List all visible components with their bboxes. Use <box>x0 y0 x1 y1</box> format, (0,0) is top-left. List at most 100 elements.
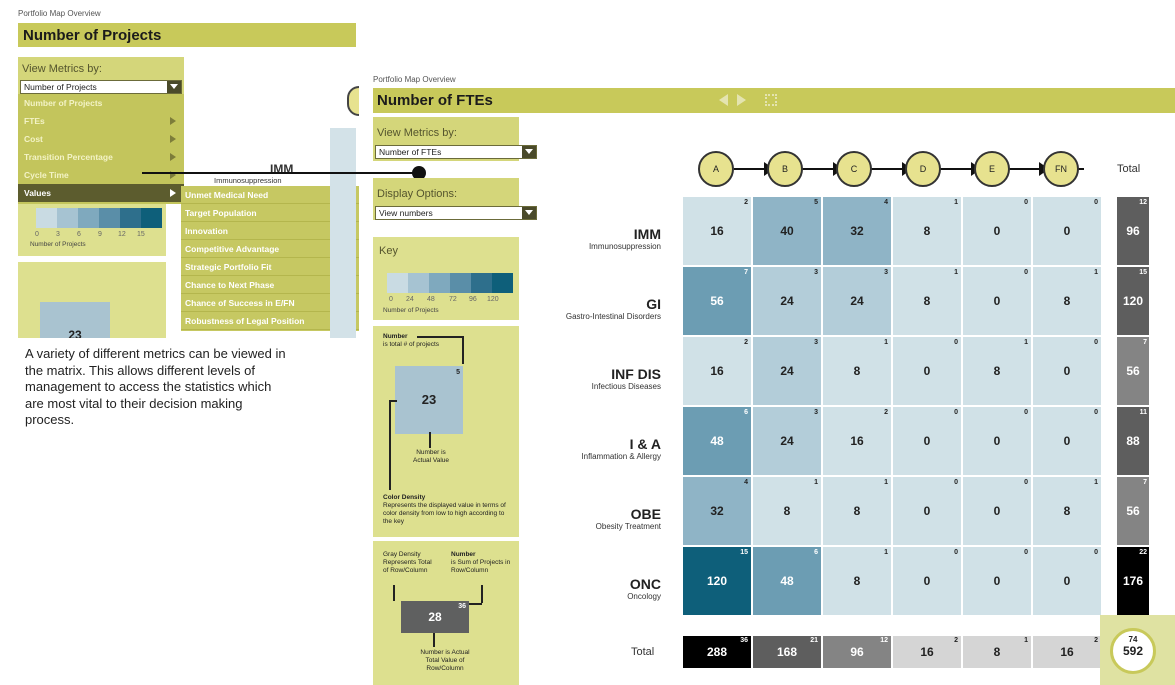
submenu-item-label: Chance of Success in E/FN <box>185 298 295 308</box>
menu-item-label: FTEs <box>24 116 45 126</box>
row-total-cell[interactable]: 120 15 <box>1117 267 1149 335</box>
column-total-cell[interactable]: 16 2 <box>893 636 961 668</box>
matrix-cell[interactable]: 48 6 <box>753 547 821 615</box>
row-total-count: 11 <box>1139 409 1147 416</box>
column-total-value: 96 <box>850 645 864 659</box>
row-total-value: 56 <box>1126 364 1140 378</box>
bottom-total-label: Total <box>631 646 655 658</box>
back-key-swatches <box>36 208 164 228</box>
cell-count: 0 <box>1024 269 1028 276</box>
matrix-cell[interactable]: 24 3 <box>823 267 891 335</box>
chevron-down-icon[interactable] <box>522 146 536 158</box>
row-total-count: 22 <box>1139 549 1147 556</box>
cell-count: 0 <box>1024 409 1028 416</box>
row-total-cell[interactable]: 96 12 <box>1117 197 1149 265</box>
display-options-value: View numbers <box>379 208 433 218</box>
matrix-cell[interactable]: 56 7 <box>683 267 751 335</box>
row-total-cell[interactable]: 56 7 <box>1117 477 1149 545</box>
matrix-cell[interactable]: 32 4 <box>823 197 891 265</box>
prev-icon[interactable] <box>719 94 728 106</box>
row-total-cell[interactable]: 176 22 <box>1117 547 1149 615</box>
cell-value: 16 <box>850 434 864 448</box>
matrix-cell[interactable]: 24 3 <box>753 407 821 475</box>
display-options-box: Display Options: View numbers <box>373 178 537 220</box>
front-metric-select[interactable]: Number of FTEs <box>375 145 537 159</box>
cell-count: 3 <box>814 269 818 276</box>
chevron-down-icon[interactable] <box>167 81 181 93</box>
cell-count: 0 <box>1094 409 1098 416</box>
column-total-value: 16 <box>920 645 934 659</box>
column-total-cell[interactable]: 168 21 <box>753 636 821 668</box>
row-label-i-a: I & A Inflammation & Allergy <box>461 436 661 461</box>
display-options-select[interactable]: View numbers <box>375 206 537 220</box>
menu-item-cost[interactable]: Cost <box>18 130 184 148</box>
menu-item-values[interactable]: Values <box>18 184 184 202</box>
legend-sample-value: 23 <box>421 392 437 407</box>
back-page-title: Number of Projects <box>23 27 162 44</box>
cell-value: 0 <box>993 574 1001 588</box>
cell-value: 16 <box>710 224 724 238</box>
matrix-cell[interactable]: 32 4 <box>683 477 751 545</box>
row-label-inf-dis: INF DIS Infectious Diseases <box>461 366 661 391</box>
legend-total-sample: 28 36 <box>401 601 469 633</box>
cell-value: 0 <box>993 224 1001 238</box>
column-total-cell[interactable]: 16 2 <box>1033 636 1101 668</box>
matrix-cell[interactable]: 48 6 <box>683 407 751 475</box>
cell-count: 1 <box>954 199 958 206</box>
row-total-cell[interactable]: 56 7 <box>1117 337 1149 405</box>
cell-count: 7 <box>744 269 748 276</box>
cell-count: 1 <box>814 479 818 486</box>
stage-fn: FN <box>1043 151 1079 187</box>
matrix-cell[interactable]: 16 2 <box>683 197 751 265</box>
row-total-value: 88 <box>1126 434 1140 448</box>
row-label-gi: GI Gastro-Intestinal Disorders <box>461 296 661 321</box>
column-total-cell[interactable]: 96 12 <box>823 636 891 668</box>
menu-item-transition-percentage[interactable]: Transition Percentage <box>18 148 184 166</box>
menu-item-number-of-projects[interactable]: Number of Projects <box>18 94 184 112</box>
matrix-cell[interactable]: 16 2 <box>683 337 751 405</box>
back-sample-cell: 23 <box>40 302 110 338</box>
back-metric-select[interactable]: Number of Projects <box>20 80 182 94</box>
cell-value: 56 <box>710 294 724 308</box>
chevron-down-icon[interactable] <box>522 207 536 219</box>
key-swatch <box>387 273 408 293</box>
matrix-cell[interactable]: 24 3 <box>753 337 821 405</box>
column-total-cell[interactable]: 288 36 <box>683 636 751 668</box>
matrix-cell[interactable]: 16 2 <box>823 407 891 475</box>
grid-icon[interactable] <box>765 94 777 106</box>
menu-item-cycle-time[interactable]: Cycle Time <box>18 166 184 184</box>
back-metric-select-value: Number of Projects <box>24 82 97 92</box>
submenu-item-label: Unmet Medical Need <box>185 190 269 200</box>
row-total-cell[interactable]: 88 11 <box>1117 407 1149 475</box>
matrix-cell[interactable]: 24 3 <box>753 267 821 335</box>
matrix-cell[interactable]: 40 5 <box>753 197 821 265</box>
matrix-cell[interactable]: 120 15 <box>683 547 751 615</box>
key-swatch <box>492 273 513 293</box>
menu-item-ftes[interactable]: FTEs <box>18 112 184 130</box>
key-swatch <box>78 208 99 228</box>
next-icon[interactable] <box>737 94 746 106</box>
